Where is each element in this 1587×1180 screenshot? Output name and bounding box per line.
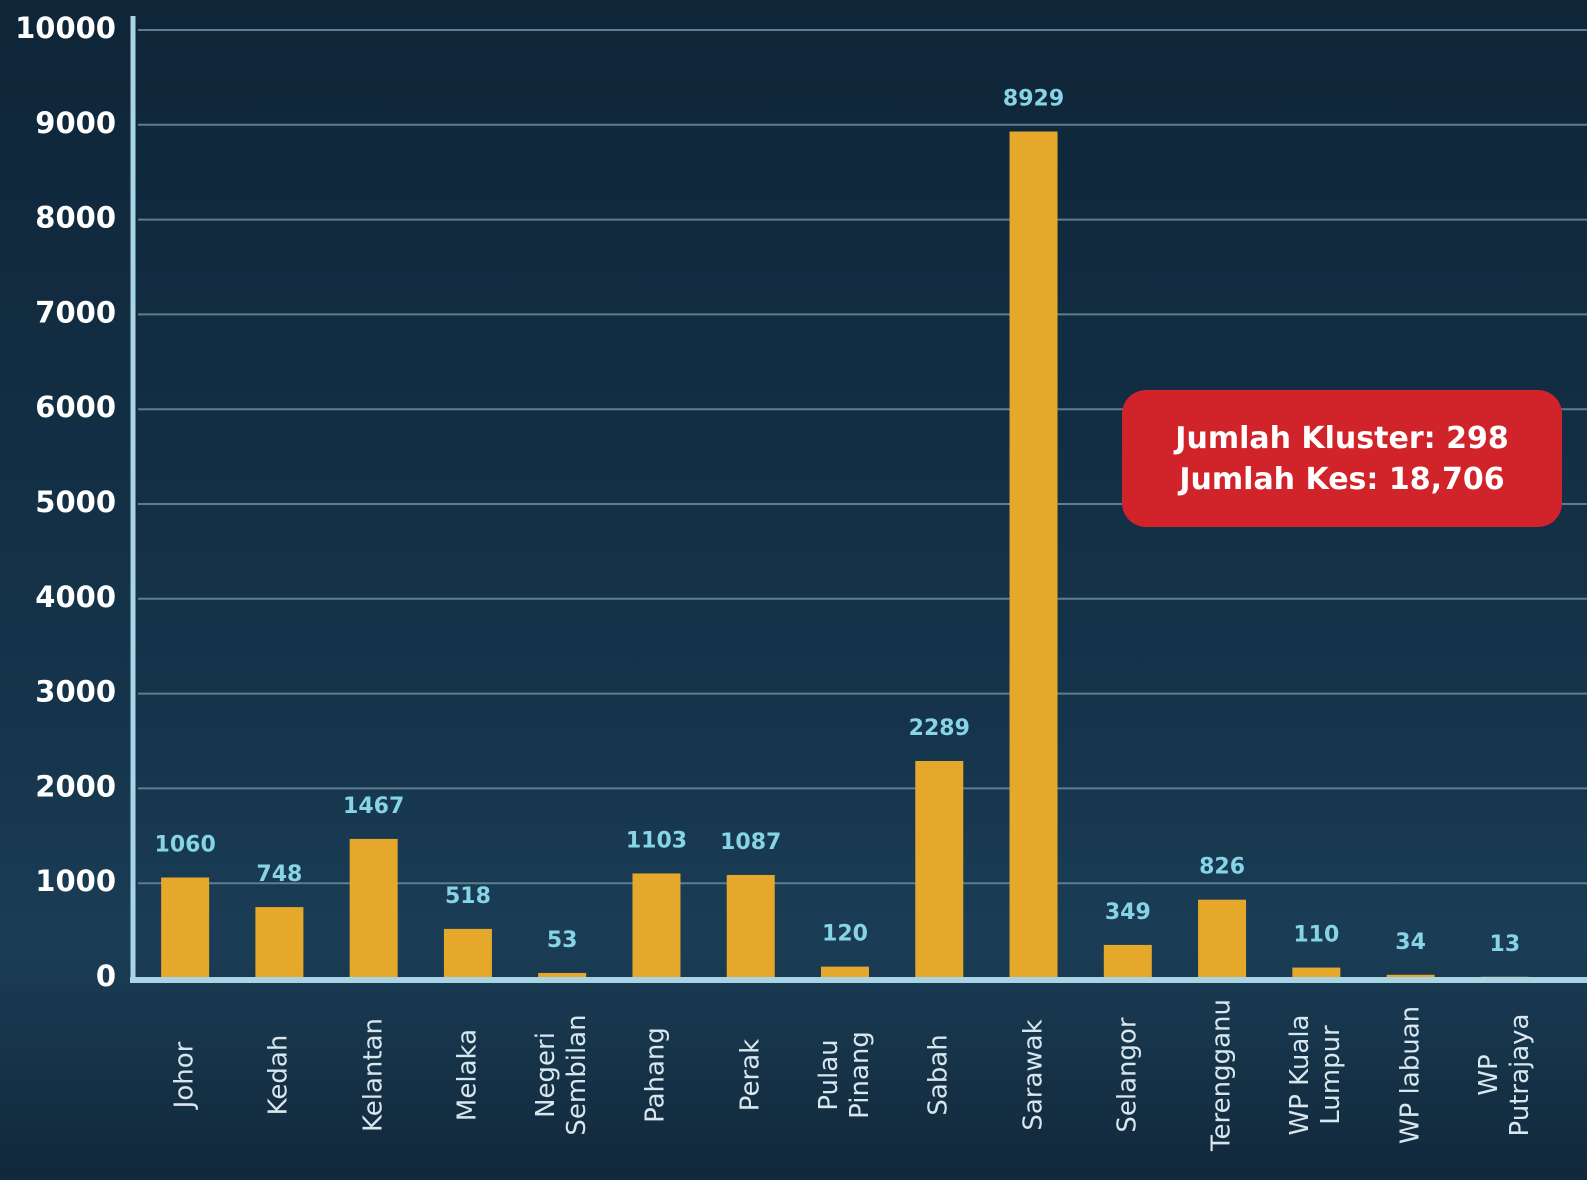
x-tick-label: WP Kuala Lumpur	[1285, 1015, 1347, 1136]
value-label: 748	[256, 862, 302, 887]
value-label: 2289	[909, 716, 970, 741]
y-tick-label: 10000	[15, 11, 116, 45]
value-label: 1103	[626, 828, 687, 853]
chart: 0 1000 2000 3000 4000 5000 6000 7000 8000 9000 100…	[0, 0, 1587, 1180]
bar	[1010, 132, 1058, 978]
x-tick-label: Johor	[170, 1042, 201, 1109]
y-tick-label: 7000	[35, 295, 116, 329]
value-label: 518	[445, 884, 491, 909]
x-tick-label: Sabah	[924, 1034, 955, 1115]
annotation-line: Jumlah Kluster: 298	[1175, 418, 1508, 459]
value-label: 8929	[1003, 87, 1064, 112]
x-tick-label: Melaka	[452, 1029, 483, 1121]
y-tick-label: 0	[96, 959, 116, 993]
bar	[1292, 968, 1340, 978]
bar	[255, 907, 303, 978]
bar	[161, 878, 209, 978]
value-label: 120	[822, 922, 868, 947]
y-tick-label: 3000	[35, 675, 116, 709]
y-tick-label: 4000	[35, 580, 116, 614]
x-tick-label: Sarawak	[1018, 1019, 1049, 1130]
page: 0 1000 2000 3000 4000 5000 6000 7000 8000 9000 100…	[0, 0, 1587, 1180]
x-tick-label: Pulau Pinang	[814, 1031, 876, 1119]
y-tick-label: 5000	[35, 485, 116, 519]
x-tick-label: Terengganu	[1207, 999, 1238, 1151]
annotation-line: Jumlah Kes: 18,706	[1179, 459, 1504, 500]
x-tick-label: WP labuan	[1395, 1006, 1426, 1144]
bar	[350, 839, 398, 978]
x-tick-label: Negeri Sembilan	[531, 1014, 593, 1135]
value-label: 826	[1199, 855, 1245, 880]
y-tick-label: 8000	[35, 201, 116, 235]
x-tick-label: Pahang	[641, 1027, 672, 1123]
bar	[821, 967, 869, 978]
bar	[444, 929, 492, 978]
x-tick-label: Selangor	[1112, 1017, 1143, 1132]
value-label: 1060	[155, 833, 216, 858]
y-tick-label: 2000	[35, 769, 116, 803]
x-tick-label: Perak	[735, 1039, 766, 1111]
bar	[727, 875, 775, 978]
x-tick-label: WP Putrajaya	[1474, 1014, 1536, 1137]
value-label: 13	[1490, 932, 1521, 957]
y-tick-label: 1000	[35, 864, 116, 898]
bar	[915, 761, 963, 978]
value-label: 349	[1105, 900, 1151, 925]
y-tick-label: 9000	[35, 106, 116, 140]
value-label: 1467	[343, 794, 404, 819]
value-label: 53	[547, 928, 578, 953]
y-tick-label: 6000	[35, 390, 116, 424]
value-label: 34	[1395, 930, 1426, 955]
bar	[1104, 945, 1152, 978]
bar	[1198, 900, 1246, 978]
value-label: 110	[1293, 923, 1339, 948]
bar	[632, 873, 680, 978]
x-tick-label: Kedah	[264, 1035, 295, 1116]
value-label: 1087	[720, 830, 781, 855]
x-tick-label: Kelantan	[358, 1018, 389, 1132]
